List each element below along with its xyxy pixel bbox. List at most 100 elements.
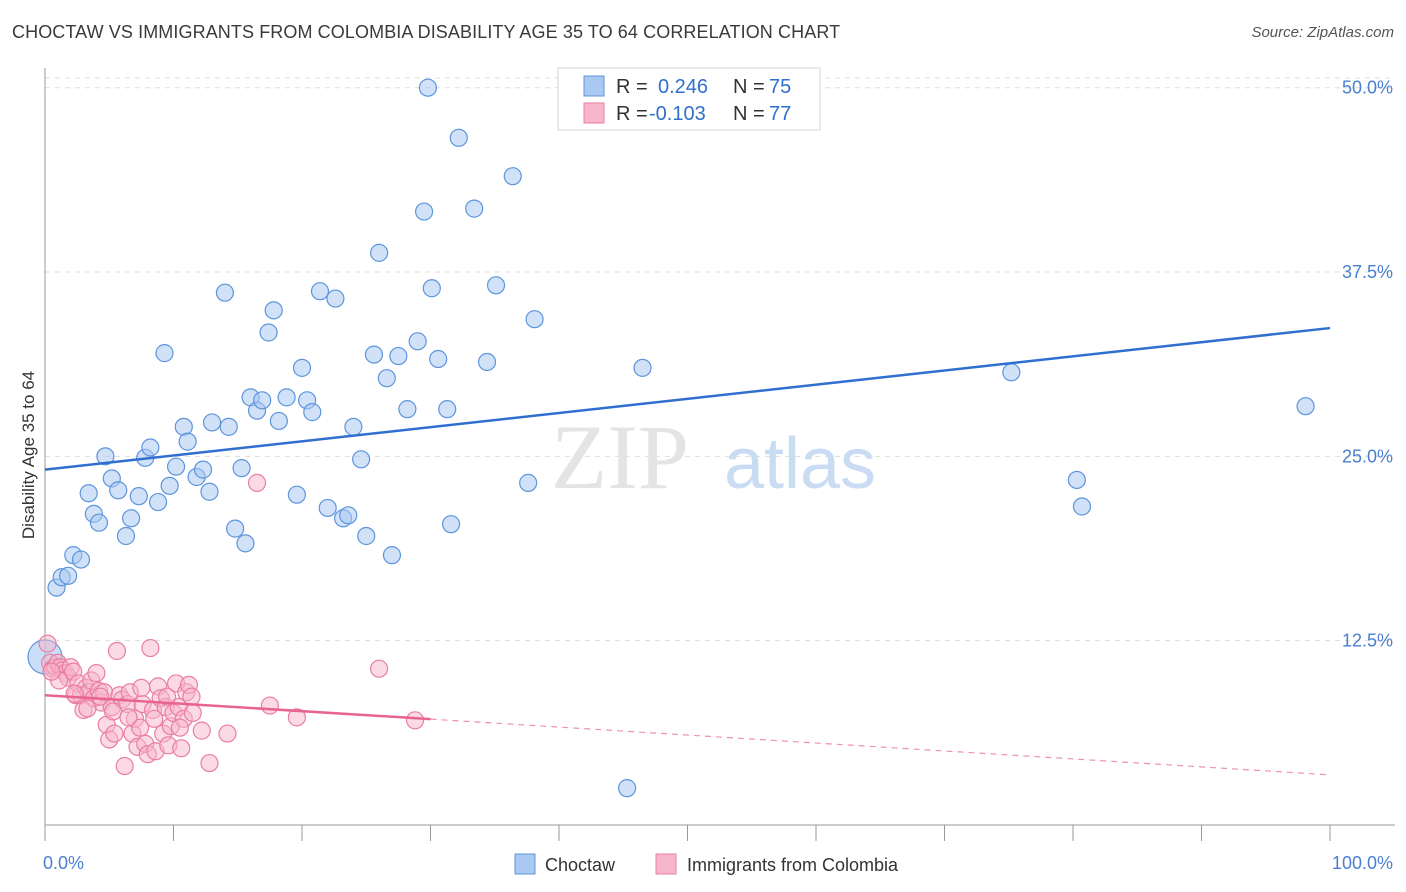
choctaw-point-48 <box>352 450 371 469</box>
choctaw-point-23 <box>193 460 213 479</box>
legend-n-value-choctaw: 75 <box>769 76 791 98</box>
y-tick-label-2: 37.5% <box>1342 262 1393 282</box>
choctaw-point-49 <box>357 526 376 546</box>
choctaw-point-52 <box>377 369 396 388</box>
bottom-legend-label-choctaw: Choctaw <box>545 855 616 875</box>
choctaw-point-29 <box>232 459 251 478</box>
choctaw-point-65 <box>486 276 506 295</box>
colombia-point-58 <box>200 753 219 773</box>
colombia-point-61 <box>260 696 279 715</box>
choctaw-point-7 <box>89 513 109 532</box>
choctaw-point-19 <box>166 457 186 476</box>
colombia-point-59 <box>218 724 237 743</box>
colombia-point-70 <box>132 678 151 697</box>
choctaw-point-53 <box>382 546 402 565</box>
watermark-atlas: atlas <box>724 424 876 504</box>
bottom-legend-swatch-choctaw <box>514 853 536 875</box>
choctaw-point-11 <box>116 526 136 546</box>
colombia-point-67 <box>91 687 110 706</box>
legend-swatch-choctaw <box>583 75 605 97</box>
choctaw-point-2 <box>59 566 78 585</box>
choctaw-point-5 <box>79 484 98 503</box>
choctaw-point-35 <box>264 301 283 320</box>
choctaw-point-13 <box>129 487 148 506</box>
choctaw-point-30 <box>236 534 255 553</box>
legend-r-value-colombia: -0.103 <box>649 103 706 125</box>
choctaw-point-43 <box>318 498 337 518</box>
choctaw-point-24 <box>200 482 219 501</box>
choctaw-point-55 <box>398 400 417 419</box>
colombia-point-0 <box>38 634 57 653</box>
y-axis-label: Disability Age 35 to 64 <box>19 371 38 539</box>
bottom-legend-swatch-colombia <box>655 853 677 875</box>
choctaw-point-37 <box>277 388 296 407</box>
colombia-point-71 <box>145 709 164 728</box>
colombia-point-69 <box>119 708 138 727</box>
axes <box>44 68 1395 841</box>
trend-line-colombia <box>44 693 431 721</box>
colombia-point-52 <box>172 739 191 758</box>
colombia-point-27 <box>107 641 127 661</box>
choctaw-point-51 <box>370 243 389 262</box>
colombia-point-68 <box>104 702 123 721</box>
choctaw-point-69 <box>618 779 637 798</box>
choctaw-point-56 <box>408 332 427 351</box>
choctaw-point-28 <box>226 519 245 538</box>
choctaw-point-70 <box>633 358 652 377</box>
series-legend: Choctaw Immigrants from Colombia <box>514 853 899 875</box>
choctaw-point-68 <box>525 310 544 329</box>
colombia-point-74 <box>183 703 202 723</box>
tick-labels: 12.5% 25.0% 37.5% 50.0% 0.0% 100.0% <box>43 78 1393 873</box>
watermark-zip: ZIP <box>551 406 689 508</box>
choctaw-point-38 <box>287 485 306 504</box>
choctaw-point-57 <box>414 202 434 221</box>
legend-swatch-colombia <box>583 102 605 124</box>
choctaw-point-36 <box>269 411 288 431</box>
choctaw-point-47 <box>344 417 363 436</box>
legend-n-value-colombia: 77 <box>769 103 791 125</box>
choctaw-point-66 <box>503 167 522 186</box>
chart-title: CHOCTAW VS IMMIGRANTS FROM COLOMBIA DISA… <box>12 22 841 42</box>
legend-r-label-colombia: R = <box>616 103 648 125</box>
choctaw-point-16 <box>148 492 168 512</box>
choctaw-point-73 <box>1072 497 1092 516</box>
choctaw-point-61 <box>441 515 461 534</box>
colombia-point-40 <box>141 638 160 658</box>
colombia-point-73 <box>170 718 190 737</box>
legend-n-label-choctaw: N = <box>733 76 765 98</box>
choctaw-point-44 <box>326 289 345 308</box>
choctaw-point-67 <box>519 473 538 492</box>
source-label: Source: ZipAtlas.com <box>1251 24 1394 41</box>
choctaw-point-10 <box>109 481 128 500</box>
choctaw-point-18 <box>160 476 179 495</box>
choctaw-point-74 <box>1296 397 1315 416</box>
legend-r-label-choctaw: R = <box>616 76 648 98</box>
choctaw-point-41 <box>303 403 322 422</box>
bottom-legend-label-colombia: Immigrants from Colombia <box>687 855 899 875</box>
choctaw-point-54 <box>389 346 408 366</box>
series-choctaw <box>27 78 1315 798</box>
colombia-point-60 <box>247 473 267 492</box>
colombia-point-64 <box>405 711 425 730</box>
choctaw-point-50 <box>364 345 384 364</box>
choctaw-point-60 <box>438 400 457 419</box>
gridlines <box>45 77 1395 642</box>
y-tick-label-1: 25.0% <box>1342 446 1393 466</box>
choctaw-point-46 <box>339 506 358 525</box>
choctaw-point-21 <box>178 432 197 451</box>
choctaw-point-34 <box>259 323 278 342</box>
choctaw-point-4 <box>71 550 91 569</box>
choctaw-point-33 <box>253 391 272 410</box>
colombia-point-66 <box>78 699 97 718</box>
colombia-point-65 <box>65 684 84 703</box>
choctaw-point-12 <box>121 509 141 528</box>
correlation-legend: R = 0.246 N = 75 R = -0.103 N = 77 <box>557 67 821 131</box>
legend-r-value-choctaw: 0.246 <box>658 76 708 98</box>
trend-lines <box>44 326 1331 776</box>
choctaw-point-25 <box>202 413 222 432</box>
colombia-point-19 <box>87 664 106 683</box>
choctaw-point-71 <box>1002 363 1021 382</box>
series-colombia <box>38 473 425 776</box>
choctaw-point-62 <box>449 128 468 147</box>
legend-n-label-colombia: N = <box>733 103 765 125</box>
